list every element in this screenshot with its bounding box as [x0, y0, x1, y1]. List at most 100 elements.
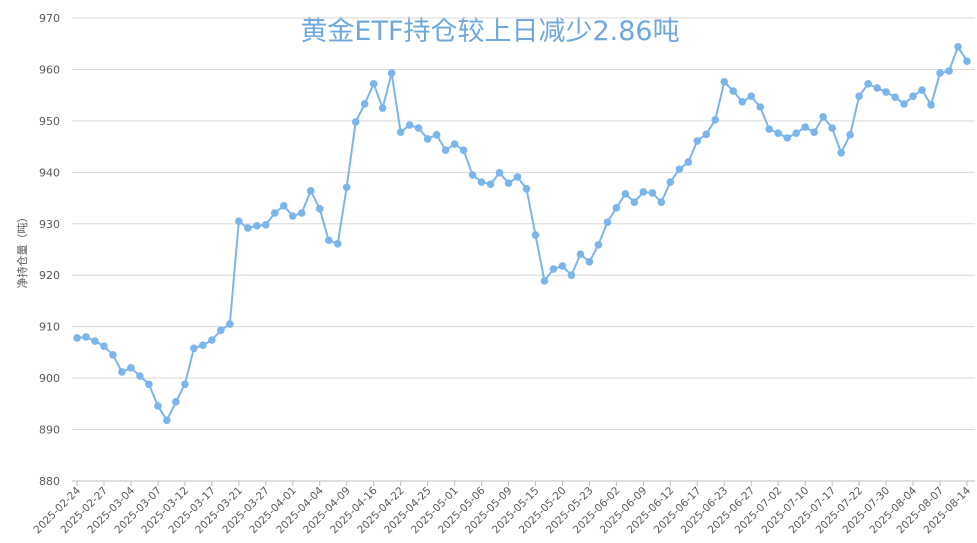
point	[855, 92, 863, 100]
point	[792, 129, 800, 138]
point	[118, 368, 126, 376]
point	[432, 130, 441, 139]
point	[181, 380, 189, 389]
point	[837, 148, 845, 157]
point	[927, 101, 935, 109]
point	[666, 178, 675, 186]
point	[450, 140, 459, 148]
point	[765, 125, 774, 133]
point	[639, 188, 648, 196]
point	[459, 146, 468, 155]
point	[729, 87, 738, 95]
point	[405, 121, 414, 129]
y-tick-label: 930	[39, 218, 60, 231]
point	[603, 218, 612, 227]
point	[261, 221, 270, 229]
point	[567, 271, 576, 280]
y-tick-label: 940	[39, 166, 60, 179]
point	[190, 344, 198, 353]
point	[486, 180, 495, 188]
point	[594, 241, 603, 249]
point	[720, 77, 729, 86]
y-tick-label: 920	[39, 269, 60, 282]
point	[675, 165, 684, 174]
point	[612, 204, 621, 212]
point	[226, 320, 234, 328]
point	[495, 169, 504, 177]
point	[414, 124, 423, 132]
point	[531, 231, 540, 239]
point	[378, 104, 387, 112]
point	[738, 98, 747, 106]
point	[154, 402, 162, 410]
point	[540, 277, 549, 285]
point	[315, 205, 324, 213]
point	[558, 262, 567, 270]
point	[684, 158, 693, 166]
point	[819, 112, 827, 121]
point	[783, 134, 792, 142]
point	[270, 209, 279, 217]
point	[621, 190, 630, 198]
point	[252, 222, 261, 230]
point	[288, 212, 297, 220]
point	[657, 198, 666, 206]
point	[82, 333, 90, 341]
chart-title: 黄金ETF持仓较上日减少2.86吨	[300, 16, 679, 47]
point	[774, 129, 783, 138]
point	[585, 258, 594, 266]
point	[127, 364, 135, 372]
point	[109, 351, 117, 359]
y-tick-label: 970	[39, 12, 60, 25]
point	[468, 171, 477, 179]
point	[693, 137, 702, 145]
y-tick-label: 960	[39, 63, 60, 76]
point	[91, 337, 99, 345]
point	[702, 130, 711, 139]
point	[504, 179, 513, 187]
point	[100, 342, 108, 351]
point	[963, 57, 971, 66]
y-tick-label: 910	[39, 321, 60, 334]
y-tick-label: 880	[39, 475, 60, 488]
point	[522, 184, 531, 193]
point	[199, 341, 207, 349]
point	[73, 334, 81, 342]
point	[163, 416, 171, 425]
point	[513, 173, 522, 181]
point	[900, 100, 908, 108]
y-tick-label: 900	[39, 372, 60, 385]
point	[297, 209, 306, 217]
point	[936, 69, 944, 77]
point	[846, 130, 854, 139]
point	[136, 372, 144, 380]
point	[648, 189, 657, 197]
point	[630, 198, 639, 206]
point	[244, 224, 252, 232]
point	[477, 178, 486, 186]
point	[387, 69, 396, 77]
point	[351, 118, 360, 126]
point	[909, 92, 917, 100]
y-axis-label: 净持仓量（吨）	[15, 212, 29, 289]
point	[891, 93, 899, 102]
point	[756, 103, 765, 111]
point	[423, 135, 432, 143]
point	[217, 326, 225, 335]
point	[873, 84, 881, 92]
point	[324, 236, 333, 245]
point	[945, 67, 953, 75]
point	[360, 100, 369, 108]
y-tick-label: 890	[39, 424, 60, 437]
point	[441, 146, 450, 155]
point	[396, 128, 405, 137]
point	[801, 123, 809, 131]
point	[864, 80, 872, 88]
point	[369, 80, 378, 88]
point	[954, 43, 962, 51]
point	[342, 183, 351, 192]
series-line	[76, 44, 968, 423]
point	[576, 250, 585, 258]
point	[145, 380, 153, 389]
point	[747, 92, 756, 100]
